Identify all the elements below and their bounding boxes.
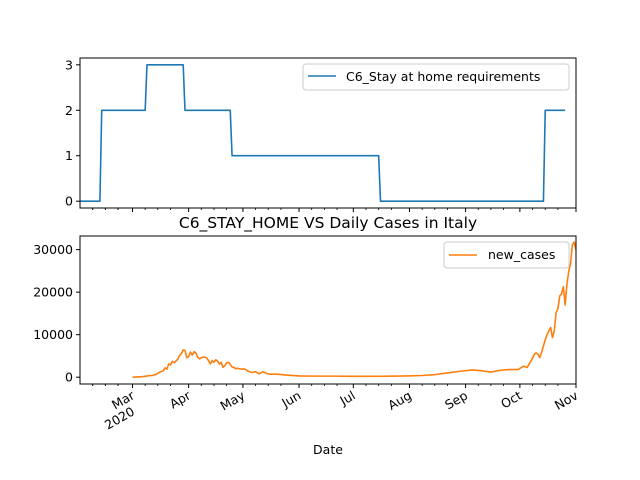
new-cases-y-tick-label: 0 [65,370,73,385]
stay-home-legend-box [302,63,570,91]
stay-home-axes: 0 1 2 3 C6_Stay at home requirements [65,57,577,212]
stay-home-plot-frame [79,57,577,209]
stay-home-y-tick-label: 0 [65,194,73,209]
new-cases-plot-frame [79,235,577,385]
new-cases-y-tick-label: 30000 [33,242,73,257]
new-cases-legend-box [443,241,570,269]
stay-home-y-tick-label: 3 [65,57,73,72]
new-cases-legend: new_cases [443,241,570,269]
new-cases-legend-label: new_cases [488,247,555,262]
new-cases-y-tick-label: 20000 [33,285,73,300]
stay-home-x-ticks [92,208,577,212]
new-cases-series [132,241,577,378]
new-cases-y-ticks: 0 10000 20000 30000 [33,242,80,385]
chart-title: C6_STAY_HOME VS Daily Cases in Italy [179,214,477,233]
new-cases-y-tick-label: 10000 [33,327,73,342]
stay-home-legend: C6_Stay at home requirements [302,63,570,91]
stay-home-y-tick-label: 1 [65,148,73,163]
new-cases-line [132,241,577,378]
stay-home-series [80,64,566,202]
x-axis-label: Date [313,442,343,457]
stay-home-legend-label: C6_Stay at home requirements [346,69,540,84]
stay-home-line [80,64,566,202]
x-tick-label-jul: Jul [336,388,357,409]
stay-home-y-ticks: 0 1 2 3 [65,57,80,209]
stay-home-y-tick-label: 2 [65,103,73,118]
